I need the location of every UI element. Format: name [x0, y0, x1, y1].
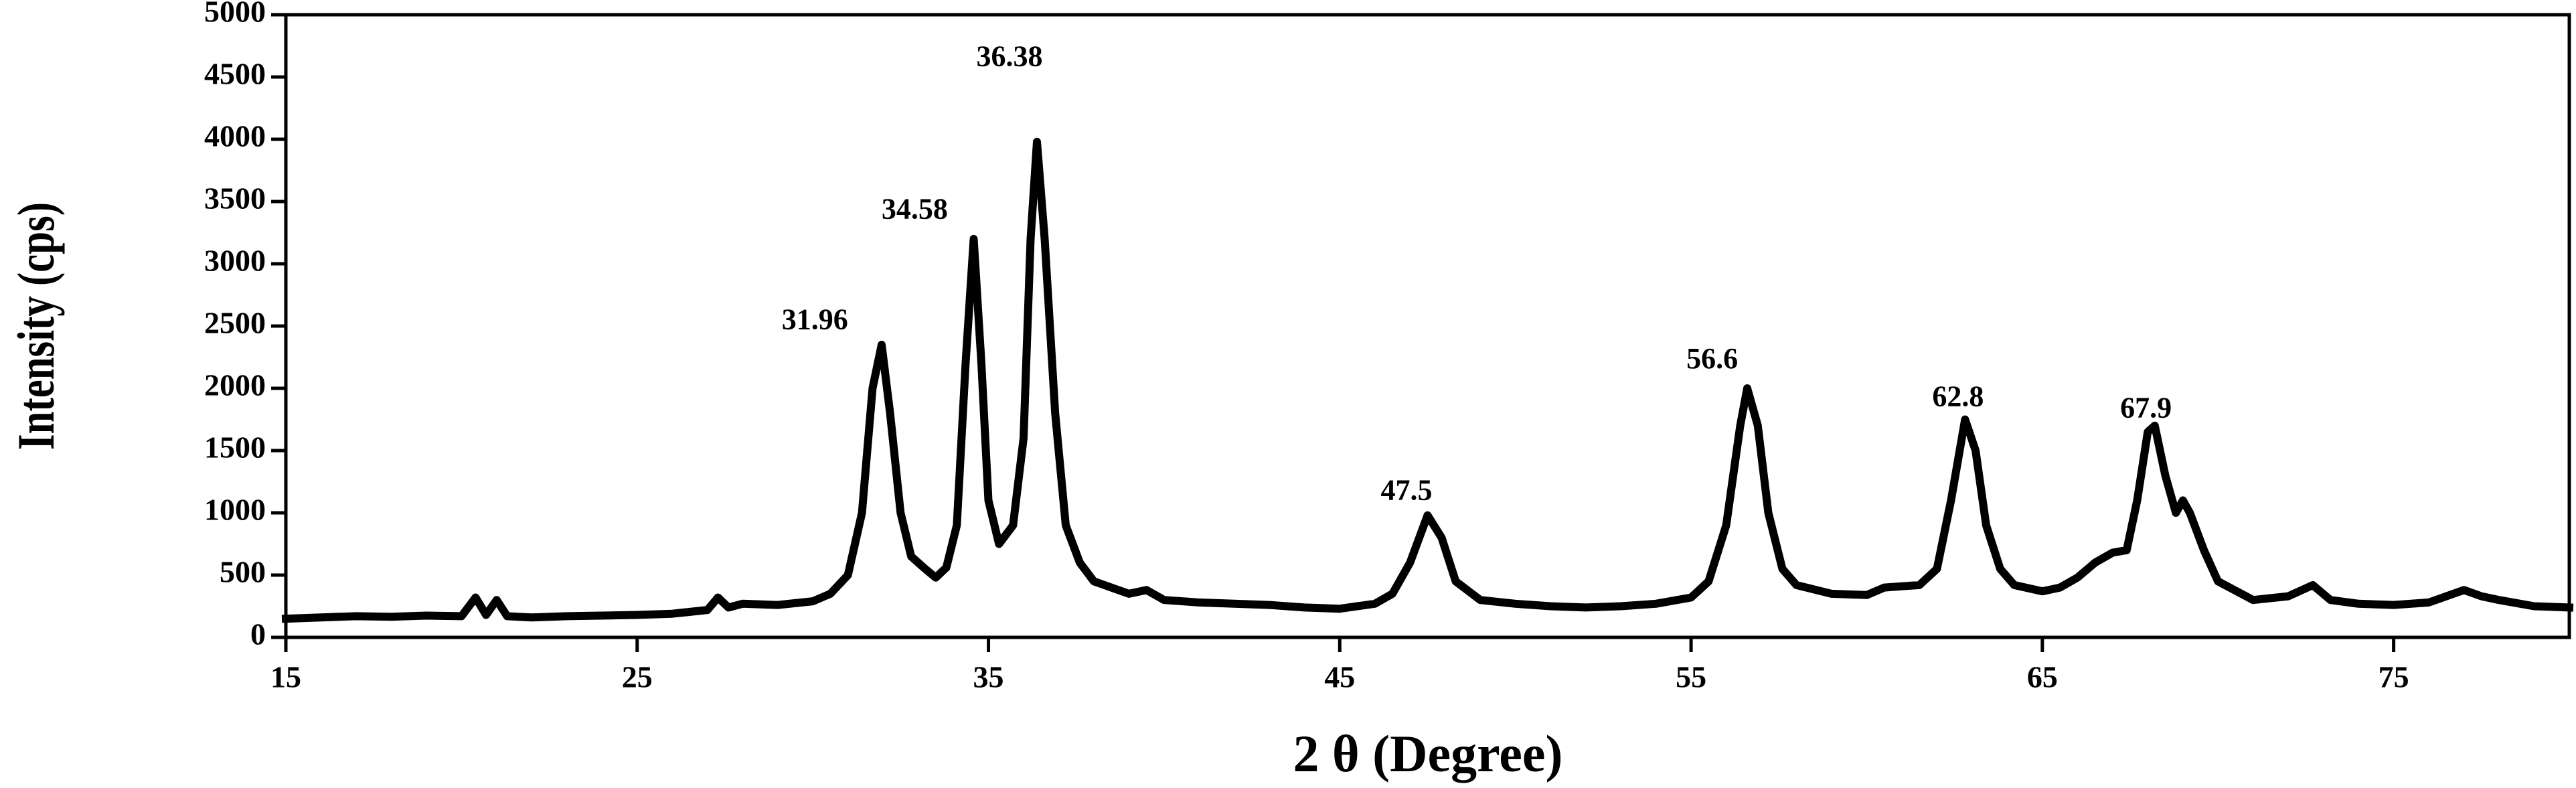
- y-tick-label: 5000: [204, 0, 266, 29]
- peak-label: 36.38: [977, 40, 1043, 72]
- y-tick-label: 1000: [204, 493, 266, 527]
- x-tick-label: 65: [2027, 660, 2058, 694]
- x-tick-label: 25: [622, 660, 653, 694]
- y-tick-label: 2500: [204, 306, 266, 340]
- x-tick-label: 15: [270, 660, 301, 694]
- plot-frame: [284, 13, 2571, 639]
- y-tick-label: 1500: [204, 430, 266, 465]
- y-tick-label: 3000: [204, 244, 266, 278]
- x-tick-label: 75: [2379, 660, 2409, 694]
- peak-label: 56.6: [1686, 342, 1738, 375]
- peak-label: 31.96: [782, 303, 848, 336]
- y-tick-label: 500: [220, 555, 266, 589]
- x-tick-label: 35: [973, 660, 1004, 694]
- peak-label: 62.8: [1932, 380, 1984, 412]
- x-tick-label: 45: [1324, 660, 1355, 694]
- x-axis-title: 2 θ (Degree): [1293, 724, 1562, 783]
- y-tick-label: 4500: [204, 57, 266, 91]
- peak-label: 34.58: [882, 193, 948, 226]
- peak-label: 47.5: [1381, 473, 1433, 506]
- y-tick-label: 4000: [204, 119, 266, 153]
- y-axis-title: Intensity (cps): [8, 202, 66, 450]
- y-tick-label: 0: [250, 617, 266, 651]
- y-tick-label: 2000: [204, 368, 266, 402]
- peak-label: 67.9: [2120, 392, 2172, 424]
- x-tick-label: 55: [1676, 660, 1706, 694]
- data-line: [281, 137, 2574, 623]
- y-tick-label: 3500: [204, 181, 266, 216]
